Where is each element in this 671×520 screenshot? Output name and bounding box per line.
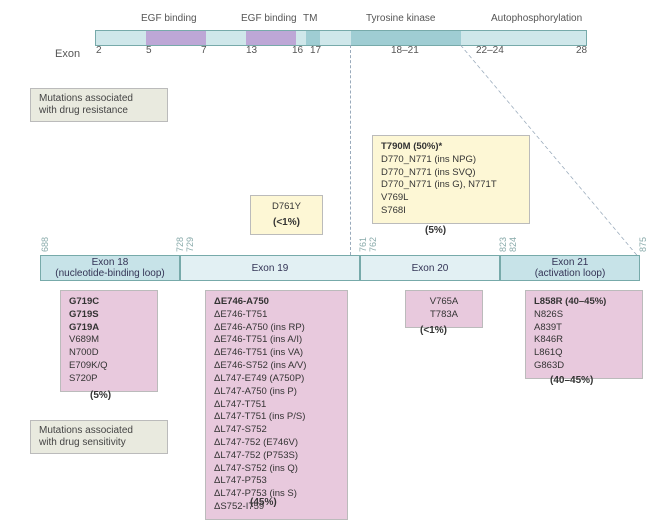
res-762: 762 — [368, 237, 378, 252]
exon-bar: Exon 18 (nucleotide-binding loop) Exon 1… — [40, 255, 640, 281]
mut-ex18: G719CG719SG719AV689MN700DE709K/QS720P — [60, 290, 158, 392]
domain-tm — [306, 31, 320, 45]
box-resistance: Mutations associated with drug resistanc… — [30, 88, 168, 122]
label-auto: Autophosphorylation — [491, 13, 582, 24]
pct-t790m: (5%) — [425, 225, 446, 236]
exon-top-1: 5 — [146, 45, 152, 56]
label-tk: Tyrosine kinase — [366, 13, 435, 24]
mut-d761y: D761Y (<1%) — [250, 195, 323, 235]
pct-ex18: (5%) — [90, 390, 111, 401]
res-824: 824 — [508, 237, 518, 252]
domain-egf2 — [246, 31, 296, 45]
exon-top-6: 18–21 — [391, 45, 419, 56]
exon-top-4: 16 — [292, 45, 303, 56]
exon20: Exon 20 — [360, 255, 500, 281]
mut-ex19: ΔE746-A750ΔE746-T751ΔE746-A750 (ins RP)Δ… — [205, 290, 348, 520]
mut-ex21: L858R (40–45%)N826SA839TK846RL861QG863D — [525, 290, 643, 379]
domain-egf1 — [146, 31, 206, 45]
exon-top-3: 13 — [246, 45, 257, 56]
mut-ex20: V765AT783A — [405, 290, 483, 328]
pct-ex20: (<1%) — [420, 325, 447, 336]
exon-top-5: 17 — [310, 45, 321, 56]
exon21: Exon 21 (activation loop) — [500, 255, 640, 281]
mut-t790m: T790M (50%)*D770_N771 (ins NPG)D770_N771… — [372, 135, 530, 224]
proj-left — [350, 45, 351, 255]
pct-ex21: (40–45%) — [550, 375, 593, 386]
exon19: Exon 19 — [180, 255, 360, 281]
exon-top-8: 28 — [576, 45, 587, 56]
exon18: Exon 18 (nucleotide-binding loop) — [40, 255, 180, 281]
label-egf1: EGF binding — [141, 13, 197, 24]
exon-top-0: 2 — [96, 45, 102, 56]
res-688: 688 — [40, 237, 50, 252]
label-tm: TM — [303, 13, 317, 24]
res-761: 761 — [358, 237, 368, 252]
label-egf2: EGF binding — [241, 13, 297, 24]
res-823: 823 — [498, 237, 508, 252]
domain-tk — [351, 31, 461, 45]
res-875: 875 — [638, 237, 648, 252]
pct-ex19: (45%) — [250, 497, 277, 508]
exon-top-7: 22–24 — [476, 45, 504, 56]
res-728: 728 — [175, 237, 185, 252]
exon-top-2: 7 — [201, 45, 207, 56]
res-729: 729 — [185, 237, 195, 252]
box-sensitivity: Mutations associated with drug sensitivi… — [30, 420, 168, 454]
protein-bar: EGF binding EGF binding TM Tyrosine kina… — [95, 30, 587, 46]
exon-word: Exon — [55, 48, 80, 60]
